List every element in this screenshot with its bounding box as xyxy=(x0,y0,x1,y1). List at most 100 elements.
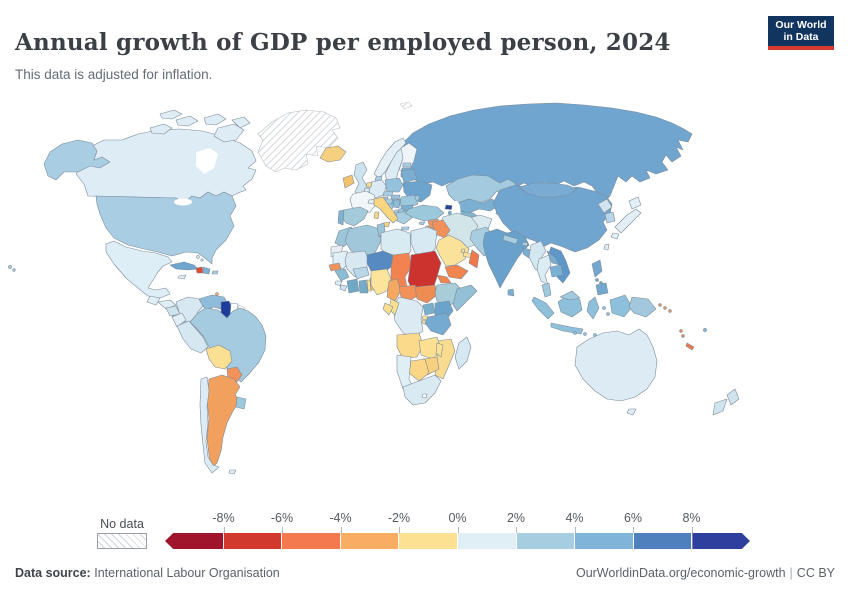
country-argentina[interactable]: Argentina: -4% to -2% xyxy=(206,374,241,470)
legend-bucket-5[interactable] xyxy=(457,533,517,549)
country-indonesia-lesser-sunda[interactable]: Indonesia: 2% to 4% xyxy=(573,331,577,335)
country-uganda[interactable]: Uganda: 4% to 6% xyxy=(422,302,436,316)
country-png[interactable]: Papua New Guinea: 2% to 4% xyxy=(628,296,657,318)
country-usa-hawaii[interactable]: United States: 2% to 4% xyxy=(8,265,12,269)
legend-bucket-1[interactable] xyxy=(223,533,283,549)
legend-bucket-9[interactable] xyxy=(692,533,750,549)
country-ecuador[interactable]: Ecuador: 0% to 2% xyxy=(171,312,187,328)
country-taiwan[interactable]: Taiwan: 0% to 2% xyxy=(603,243,610,251)
country-sierra-leone[interactable]: Sierra Leone: 0% to 2% xyxy=(334,280,343,287)
owid-logo[interactable]: Our World in Data xyxy=(768,16,834,50)
country-nigeria[interactable]: Nigeria: -2% to 0% xyxy=(370,268,392,296)
country-guatemala[interactable]: Guatemala: 0% to 2% xyxy=(146,295,161,306)
country-indonesia-papua[interactable]: Indonesia: 2% to 4% xyxy=(609,294,633,318)
country-philippines-luzon[interactable]: Philippines: 4% to 6% xyxy=(591,259,603,278)
country-japan-kyushu[interactable]: Japan: 0% to 2% xyxy=(610,232,620,240)
country-ireland[interactable]: Ireland: -4% to -2% xyxy=(342,174,355,189)
country-norway[interactable]: Norway: 0% to 2% xyxy=(373,137,407,179)
country-uruguay[interactable]: Uruguay: 2% to 4% xyxy=(235,396,247,410)
country-indonesia-java[interactable]: Indonesia: 2% to 4% xyxy=(550,322,584,335)
country-car[interactable]: Central African Republic: -6% to -4% xyxy=(398,284,420,302)
country-north-korea[interactable]: North Korea: 0% to 2% xyxy=(597,198,613,214)
country-togo[interactable]: Togo: -2% to 0% xyxy=(366,279,372,292)
country-canada-island[interactable]: Canada: 0% to 2% xyxy=(231,116,251,129)
country-italy-sardinia[interactable]: Italy: -2% to 0% xyxy=(373,211,380,220)
country-philippines-visayas[interactable]: Philippines: 4% to 6% xyxy=(595,278,599,282)
country-mexico[interactable]: Mexico: 0% to 2% xyxy=(105,240,173,299)
country-haiti[interactable]: Haiti: -8% to -6% xyxy=(195,266,204,274)
country-new-zealand-north[interactable]: New Zealand: 2% to 4% xyxy=(726,388,740,406)
country-indonesia-sulawesi[interactable]: Indonesia: 2% to 4% xyxy=(586,296,600,320)
country-yemen[interactable]: Yemen: -6% to -4% xyxy=(444,264,469,280)
country-bahamas[interactable]: Bahamas: 0% to 2% xyxy=(196,255,200,259)
country-indonesia-moluccas[interactable]: Indonesia: 2% to 4% xyxy=(602,306,606,310)
country-alaska[interactable]: United States: 2% to 4% xyxy=(43,139,111,181)
country-vanuatu[interactable]: Vanuatu: -6% to -4% xyxy=(679,329,683,333)
footer-license[interactable]: CC BY xyxy=(796,566,835,580)
country-fiji[interactable]: Fiji: 4% to 6% xyxy=(703,328,707,332)
legend-bucket-0[interactable] xyxy=(165,533,224,549)
country-angola[interactable]: Angola: -2% to 0% xyxy=(396,332,424,360)
country-botswana[interactable]: Botswana: -2% to 0% xyxy=(408,358,430,382)
country-indonesia-sumatra[interactable]: Indonesia: 2% to 4% xyxy=(531,296,555,320)
country-liberia[interactable]: Liberia: 0% to 2% xyxy=(339,284,348,292)
country-usa-hawaii[interactable]: United States: 2% to 4% xyxy=(12,268,16,272)
country-saudi-arabia[interactable]: Saudi Arabia: -2% to 0% xyxy=(435,234,470,267)
country-chile[interactable]: Chile: 0% to 2% xyxy=(199,376,220,474)
country-canada-island[interactable]: Canada: 0% to 2% xyxy=(175,115,199,127)
country-iceland[interactable]: Iceland: -2% to 0% xyxy=(319,145,347,163)
country-canada-island[interactable]: Canada: 0% to 2% xyxy=(149,123,173,135)
country-india[interactable]: India: 4% to 6% xyxy=(482,228,530,289)
country-australia[interactable]: Australia: 0% to 2% xyxy=(574,328,658,402)
country-italy[interactable]: Italy: -2% to 0% xyxy=(373,196,399,224)
country-svalbard[interactable]: Svalbard: No data xyxy=(399,101,413,110)
country-czechia[interactable]: Czechia: 2% to 4% xyxy=(382,190,394,197)
country-oman[interactable]: Oman: -6% to -4% xyxy=(468,249,480,269)
country-gabon[interactable]: Gabon: -2% to 0% xyxy=(382,302,394,316)
country-burkina-faso[interactable]: Burkina Faso: 2% to 4% xyxy=(352,266,370,280)
country-indonesia-moluccas[interactable]: Indonesia: 2% to 4% xyxy=(606,312,610,316)
footer-link[interactable]: OurWorldinData.org/economic-growth xyxy=(575,566,786,580)
legend-bucket-7[interactable] xyxy=(575,533,634,549)
country-malawi[interactable]: Malawi: -2% to 0% xyxy=(435,342,444,358)
country-puerto-rico[interactable]: Puerto Rico: 2% to 4% xyxy=(211,270,219,275)
country-bahamas[interactable]: Bahamas: 0% to 2% xyxy=(200,258,204,262)
country-japan-honshu[interactable]: Japan: 0% to 2% xyxy=(614,208,642,234)
country-spain[interactable]: Spain: 2% to 4% xyxy=(340,206,369,227)
country-belarus[interactable]: Belarus: 4% to 6% xyxy=(400,168,418,184)
legend-no-data-swatch[interactable] xyxy=(97,533,147,549)
country-greenland[interactable]: Greenland: No data xyxy=(257,109,341,173)
country-senegal[interactable]: Senegal: -6% to -4% xyxy=(328,262,342,272)
country-cameroon[interactable]: Cameroon: -4% to -2% xyxy=(386,278,402,302)
country-new-zealand-south[interactable]: New Zealand: 2% to 4% xyxy=(712,398,728,416)
country-south-korea[interactable]: South Korea: 2% to 4% xyxy=(604,211,616,224)
country-jamaica[interactable]: Jamaica: 0% to 2% xyxy=(177,274,187,280)
country-estonia[interactable]: Estonia: 2% to 4% xyxy=(402,162,412,168)
country-sri-lanka[interactable]: Sri Lanka: 4% to 6% xyxy=(507,288,515,297)
country-vanuatu[interactable]: Vanuatu: -6% to -4% xyxy=(681,334,685,338)
country-japan-hokkaido[interactable]: Japan: 0% to 2% xyxy=(628,196,642,210)
country-australia-tasmania[interactable]: Australia: 0% to 2% xyxy=(626,408,637,416)
country-brazil[interactable]: Brazil: 2% to 4% xyxy=(189,307,267,383)
country-south-sudan[interactable]: South Sudan: -6% to -4% xyxy=(414,284,438,304)
legend-bucket-8[interactable] xyxy=(633,533,693,549)
country-malaysia-borneo[interactable]: Malaysia: 2% to 4% xyxy=(559,290,581,301)
country-canada-island[interactable]: Canada: 0% to 2% xyxy=(159,109,183,120)
country-tanzania[interactable]: Tanzania: 4% to 6% xyxy=(424,312,452,336)
country-solomon-islands[interactable]: Solomon Islands: -4% to -2% xyxy=(663,306,667,310)
country-mongolia[interactable]: Mongolia: 4% to 6% xyxy=(518,182,578,198)
country-falkland[interactable]: Falkland Islands: 0% to 2% xyxy=(228,469,237,475)
country-nepal[interactable]: Nepal: 2% to 4% xyxy=(502,234,519,245)
country-poland[interactable]: Poland: 2% to 4% xyxy=(384,177,404,193)
country-dominican-republic[interactable]: Dominican Republic: 2% to 4% xyxy=(202,266,211,275)
country-somalia[interactable]: Somalia: 2% to 4% xyxy=(452,284,478,312)
legend-bucket-4[interactable] xyxy=(399,533,458,549)
country-slovakia[interactable]: Slovakia: 2% to 4% xyxy=(390,194,401,200)
country-guinea[interactable]: Guinea: 2% to 4% xyxy=(334,268,350,282)
country-indonesia-lesser-sunda[interactable]: Indonesia: 2% to 4% xyxy=(583,332,587,336)
country-south-africa[interactable]: South Africa: 0% to 2% xyxy=(402,374,442,406)
country-tunisia[interactable]: Tunisia: 2% to 4% xyxy=(376,222,386,238)
country-portugal[interactable]: Portugal: 4% to 6% xyxy=(337,209,345,226)
country-eritrea[interactable]: Eritrea: -6% to -4% xyxy=(436,274,452,284)
country-madagascar[interactable]: Madagascar: 0% to 2% xyxy=(454,336,472,370)
